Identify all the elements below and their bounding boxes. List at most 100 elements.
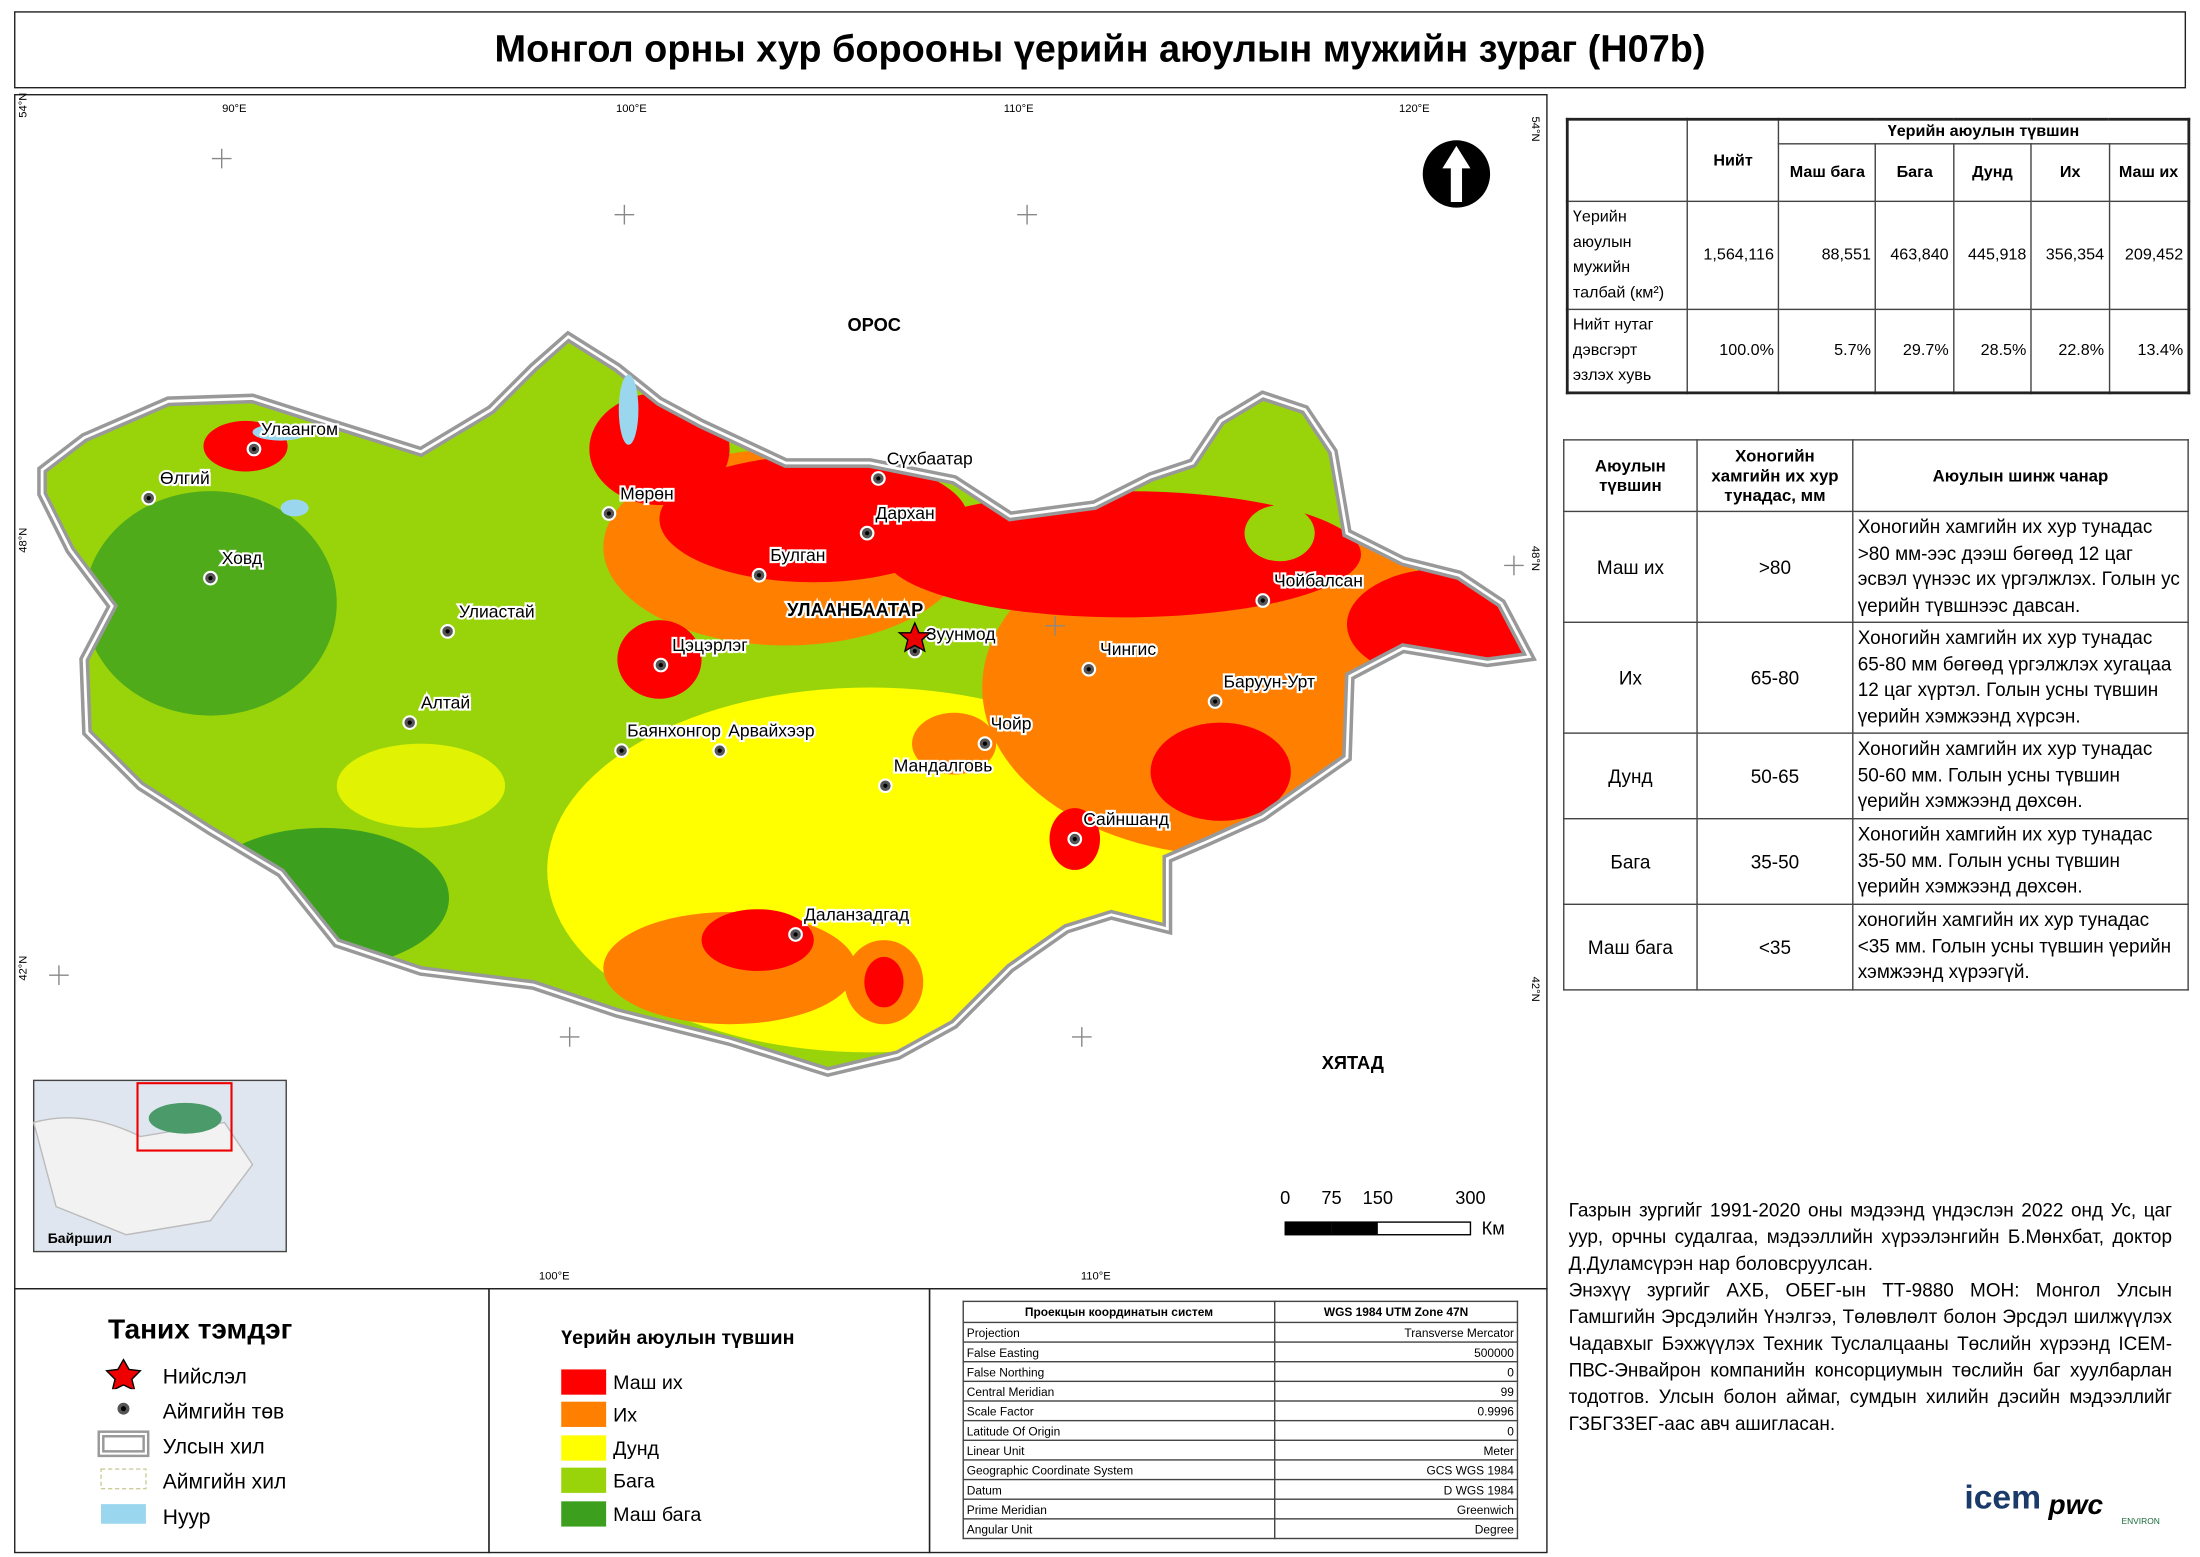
- cell: 50-65: [1696, 732, 1854, 820]
- cell: Маш бага: [1563, 903, 1698, 991]
- header: Их: [2030, 143, 2110, 203]
- country-label: ХЯТАД: [1322, 1052, 1384, 1073]
- cell: 209,452: [2108, 200, 2190, 311]
- row: Маш бага Бага Дунд Их Маш их: [1567, 143, 2190, 203]
- city-label: Дархан: [876, 503, 935, 523]
- cell: Projection: [962, 1321, 1276, 1343]
- cell: Хоногийн хамгийн их хур тунадас >80 мм-э…: [1852, 510, 2189, 623]
- cell: Scale Factor: [962, 1400, 1276, 1422]
- legend-item: Нуур: [95, 1499, 210, 1535]
- header: Аюулын шинж чанар: [1852, 439, 2189, 513]
- lon-label: 120°E: [1399, 103, 1430, 115]
- province-center-dot: [912, 648, 917, 654]
- cell: 500000: [1273, 1341, 1519, 1363]
- lat-label: 54°N: [18, 93, 30, 118]
- row: Prime Meridian Greenwich: [962, 1498, 1519, 1520]
- cell: 29.7%: [1875, 308, 1955, 394]
- legend-label: Аймгийн хил: [162, 1469, 287, 1494]
- header: WGS 1984 UTM Zone 47N: [1273, 1300, 1519, 1324]
- hazard-legend-item: Маш их: [561, 1365, 912, 1398]
- cell: 1,564,116: [1686, 200, 1780, 311]
- cell: 88,551: [1778, 200, 1877, 311]
- hazard-table-box: Аюулын түвшин Хоногийн хамгийн их хур тун…: [1563, 439, 2189, 991]
- legend-symbol: [95, 1499, 162, 1535]
- cell: Маш их: [1563, 510, 1698, 623]
- logo: icem: [1964, 1478, 2042, 1517]
- legend-label: Аймгийн төв: [162, 1399, 285, 1424]
- note: Газрын зургийг 1991-2020 оны мэдээнд үнд…: [1568, 1199, 2172, 1275]
- cell: Их: [1563, 621, 1698, 734]
- stats-table: Нийт Үерийн аюулын түвшин Маш бага Бага Дунд…: [1565, 117, 2191, 395]
- scale-label: 150: [1363, 1187, 1393, 1208]
- cell: 0: [1273, 1419, 1519, 1441]
- cell: Хоногийн хамгийн их хур тунадас 35-50 мм…: [1852, 818, 2189, 905]
- province-center-dot: [865, 531, 870, 536]
- header: Дунд: [1952, 143, 2033, 203]
- hazard-legend-item: Бага: [561, 1464, 912, 1497]
- province-center-dot: [1212, 699, 1218, 704]
- cell: Дунд: [1563, 732, 1698, 820]
- lake: [252, 423, 309, 441]
- cell: 0.9996: [1273, 1400, 1519, 1422]
- legend-symbol: [95, 1463, 162, 1499]
- hazard-legend-item: Маш бага: [561, 1497, 912, 1530]
- province-center-dot: [606, 511, 612, 516]
- lon-label: 110°E: [1081, 1271, 1111, 1283]
- city-label: Цэцэрлэг: [672, 635, 748, 655]
- province-center-dot: [1086, 667, 1091, 672]
- city-label: Арвайхээр: [728, 721, 814, 741]
- scale-label: 300: [1455, 1187, 1485, 1208]
- legend-symbol: [95, 1393, 162, 1429]
- legend-item: Нийслэл: [95, 1358, 247, 1394]
- row: Нийт Үерийн аюулын түвшин: [1566, 118, 2190, 203]
- row: Аюулын түвшин Хоногийн хамгийн их хур тун…: [1563, 439, 2189, 513]
- hazard-legend-item: Их: [561, 1398, 912, 1431]
- province-center-dot: [1072, 836, 1077, 842]
- hazard-legend: Үерийн аюулын түвшин Маш их Их Дунд Бага Маш …: [561, 1326, 912, 1530]
- hazard-legend-title: Үерийн аюулын түвшин: [561, 1325, 795, 1349]
- city-label: Булган: [770, 545, 825, 565]
- legend-label: Нуур: [162, 1504, 211, 1529]
- header: Маш бага: [1778, 143, 1877, 203]
- cell: Бага: [1563, 818, 1698, 905]
- logos: icem pwc ENVIRON: [1936, 1470, 2175, 1533]
- city-label: Алтай: [421, 693, 470, 713]
- row: Angular Unit Degree: [962, 1518, 1519, 1540]
- scale-label: 75: [1321, 1187, 1341, 1208]
- city-label: Чойбалсан: [1274, 570, 1363, 590]
- swatch: [561, 1369, 607, 1395]
- hazard-legend-label: Дунд: [613, 1436, 660, 1459]
- lat-label: 42°N: [18, 956, 30, 981]
- lat-label: 54°N: [1529, 117, 1541, 142]
- lat-label: 48°N: [18, 528, 30, 553]
- cell: Transverse Mercator: [1273, 1321, 1519, 1343]
- cell: 356,354: [2030, 200, 2110, 311]
- cell: 28.5%: [1952, 308, 2033, 394]
- cell: [1566, 118, 1688, 203]
- cell: >80: [1696, 510, 1854, 623]
- cell: 65-80: [1696, 621, 1854, 734]
- cell: Angular Unit: [962, 1518, 1276, 1540]
- cell: 22.8%: [2030, 308, 2110, 394]
- notes: Газрын зургийг 1991-2020 оны мэдээнд үнд…: [1569, 1197, 2172, 1437]
- scale-bar: [1284, 1221, 1472, 1236]
- swatch: [561, 1467, 607, 1494]
- legend-item: Аймгийн төв: [95, 1393, 284, 1429]
- hazard-legend-item: Дунд: [561, 1431, 912, 1464]
- province-center-dot: [445, 629, 450, 634]
- row: Geographic Coordinate System GCS WGS 1984: [962, 1459, 1519, 1481]
- projection-table: Проекцын координатын систем WGS 1984 UTM …: [962, 1300, 1519, 1540]
- cell: D WGS 1984: [1273, 1478, 1519, 1500]
- province-center-dot: [208, 575, 213, 581]
- row: Datum D WGS 1984: [962, 1478, 1519, 1500]
- swatch: [561, 1435, 607, 1461]
- province-center-dot: [982, 741, 988, 746]
- row: Нийт нутаг дэвсгэрт эзлэх хувь 100.0% 5.7%…: [1566, 308, 2190, 394]
- cell: Degree: [1273, 1518, 1519, 1540]
- city-label: Мандалговь: [894, 756, 993, 776]
- title-box: Монгол орны хур борооны үерийн аюулын му…: [14, 11, 2187, 89]
- cell: 0: [1273, 1361, 1519, 1383]
- cell: Linear Unit: [962, 1439, 1276, 1461]
- cell: Хоногийн хамгийн их хур тунадас 50-60 мм…: [1852, 732, 2189, 820]
